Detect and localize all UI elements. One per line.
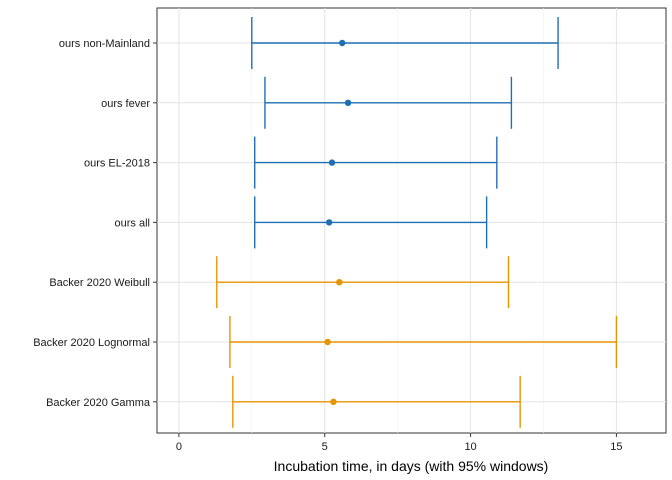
point-estimate bbox=[336, 279, 343, 286]
x-tick-label: 0 bbox=[176, 441, 182, 453]
y-tick-label: Backer 2020 Gamma bbox=[46, 397, 151, 409]
point-estimate bbox=[324, 338, 331, 346]
interval-marks bbox=[216, 17, 618, 428]
y-tick-label: ours EL-2018 bbox=[84, 158, 150, 170]
x-tick-label: 5 bbox=[322, 441, 328, 453]
y-tick-label: Backer 2020 Weibull bbox=[49, 277, 150, 289]
y-tick-label: ours all bbox=[115, 217, 150, 229]
x-tick-label: 10 bbox=[464, 441, 476, 453]
point-estimate bbox=[344, 99, 352, 107]
panel-border bbox=[156, 7, 667, 434]
x-axis-title: Incubation time, in days (with 95% windo… bbox=[274, 458, 549, 474]
point-estimate bbox=[339, 39, 346, 47]
y-tick-labels: ours non-Mainland ours fever ours EL-2018 o… bbox=[33, 38, 157, 409]
point-estimate bbox=[330, 398, 337, 405]
x-tick-labels: 0 5 10 15 bbox=[176, 433, 623, 453]
y-tick-label: ours non-Mainland bbox=[59, 38, 150, 50]
point-estimate bbox=[325, 219, 333, 226]
y-tick-label: Backer 2020 Lognormal bbox=[33, 337, 150, 349]
x-tick-label: 15 bbox=[610, 441, 622, 453]
point-estimate bbox=[328, 159, 336, 166]
y-tick-label: ours fever bbox=[101, 98, 150, 110]
